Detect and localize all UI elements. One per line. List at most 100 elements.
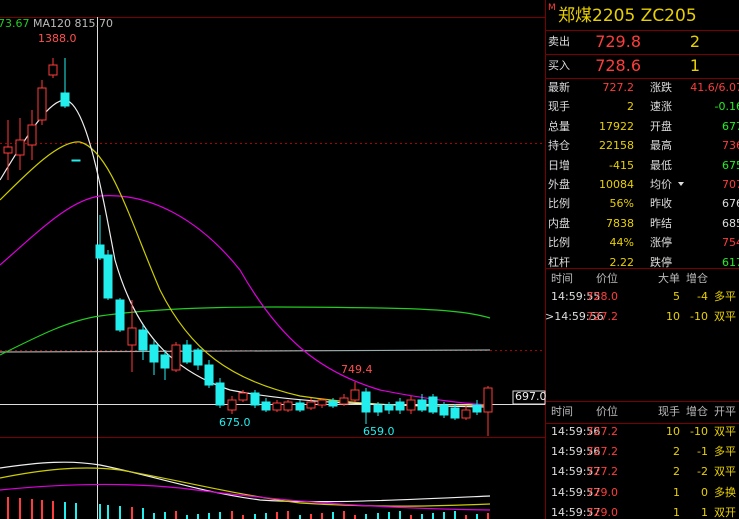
stat-value: 736 — [722, 139, 739, 153]
candle — [428, 396, 438, 413]
candle — [406, 399, 416, 411]
candle — [472, 404, 482, 413]
price: 727.2 — [586, 310, 619, 323]
contract-title: 郑煤2205 ZC205 — [558, 5, 697, 26]
stat-label: 杠杆 — [548, 255, 570, 269]
candle — [461, 409, 471, 419]
oi-change: 1 — [701, 506, 708, 519]
candle — [204, 364, 214, 386]
stat-value: 22158 — [599, 139, 634, 153]
candle — [127, 327, 137, 346]
market-mark: M — [548, 2, 556, 13]
trade-type: 双平 — [714, 310, 736, 323]
candle — [37, 87, 47, 121]
stat-value: 685 — [722, 216, 739, 230]
candle — [306, 401, 316, 409]
volume: 1 — [673, 486, 680, 499]
candle — [60, 92, 70, 107]
candle — [115, 299, 125, 331]
stat-value: 17922 — [599, 119, 634, 133]
trade-type: 多平 — [714, 445, 736, 458]
candle — [350, 389, 360, 401]
stat-value: 7838 — [606, 216, 634, 230]
stat-label: 比例 — [548, 236, 570, 250]
stat-value: 727.2 — [602, 81, 635, 94]
stat-label: 均价 — [650, 178, 672, 191]
price: 728.0 — [586, 290, 619, 303]
volume: 1 — [673, 506, 680, 519]
trade-type: 多平 — [714, 290, 736, 303]
stat-label: 内盘 — [548, 216, 570, 230]
quote-volume: 1 — [689, 56, 700, 75]
time: >14:59:56 — [545, 310, 604, 323]
candle — [138, 329, 148, 351]
candle — [95, 244, 105, 259]
volume: 2 — [673, 445, 680, 458]
price-tag: 697.0 — [515, 390, 547, 403]
stat-value: 44% — [609, 236, 634, 250]
stat-label: 昨结 — [650, 216, 672, 230]
stat-label: 昨收 — [650, 197, 672, 211]
candle — [317, 399, 327, 406]
column-header: 价位 — [596, 405, 618, 418]
time: 14:59:55 — [551, 290, 601, 303]
stat-label: 持仓 — [548, 139, 570, 153]
volume: 5 — [673, 290, 680, 303]
stat-value: 707 — [722, 178, 739, 191]
price: 727.2 — [586, 465, 619, 478]
stat-value: 41.6/6.07 — [690, 81, 739, 94]
oi-change: 0 — [701, 486, 708, 499]
candle — [395, 401, 405, 411]
quote-label: 买入 — [548, 59, 570, 72]
stat-value: 754 — [722, 236, 739, 250]
stat-label: 外盘 — [548, 178, 570, 191]
candle — [272, 402, 282, 411]
stat-label: 最高 — [650, 139, 672, 153]
price: 729.0 — [586, 486, 619, 499]
quote-label: 卖出 — [548, 35, 570, 48]
trade-type: 多换 — [714, 486, 736, 499]
stat-label: 最低 — [650, 158, 672, 172]
volume: 10 — [666, 310, 680, 323]
stat-label: 开盘 — [650, 119, 672, 133]
candle — [295, 402, 305, 411]
quote-price: 729.8 — [595, 32, 641, 51]
candle — [160, 354, 170, 369]
candle — [328, 400, 338, 407]
column-header: 价位 — [596, 272, 618, 285]
stat-label: 最新 — [548, 81, 570, 94]
stat-value: 10084 — [599, 178, 634, 191]
stat-label: 涨停 — [650, 236, 672, 250]
candle — [417, 399, 427, 411]
stat-label: 跌停 — [650, 255, 672, 269]
volume: 10 — [666, 425, 680, 438]
candle — [149, 344, 159, 363]
stat-value: 675 — [722, 158, 739, 172]
candle — [182, 344, 192, 363]
ma120-label: MA120 815.70 — [33, 17, 113, 30]
stat-value: -415 — [609, 158, 634, 172]
peak-label: 749.4 — [341, 363, 373, 376]
time: 14:59:57 — [551, 506, 601, 519]
stat-value: 677 — [722, 119, 739, 133]
trade-type: 双平 — [714, 425, 736, 438]
candle — [27, 124, 37, 146]
volume: 2 — [673, 465, 680, 478]
stat-value: 2 — [627, 100, 634, 114]
candle — [373, 404, 383, 413]
column-header: 增仓 — [686, 405, 708, 418]
time: 14:59:57 — [551, 465, 601, 478]
time: 14:59:56 — [551, 445, 601, 458]
candle — [171, 344, 181, 371]
candle — [3, 146, 13, 154]
candle — [483, 387, 493, 413]
oi-change: -4 — [697, 290, 708, 303]
time: 14:59:56 — [551, 425, 601, 438]
candle — [215, 382, 225, 406]
trade-type: 双平 — [714, 465, 736, 478]
low-label: 659.0 — [363, 425, 395, 438]
stat-value: 676 — [722, 197, 739, 211]
candle — [238, 392, 248, 401]
oi-change: -1 — [697, 445, 708, 458]
